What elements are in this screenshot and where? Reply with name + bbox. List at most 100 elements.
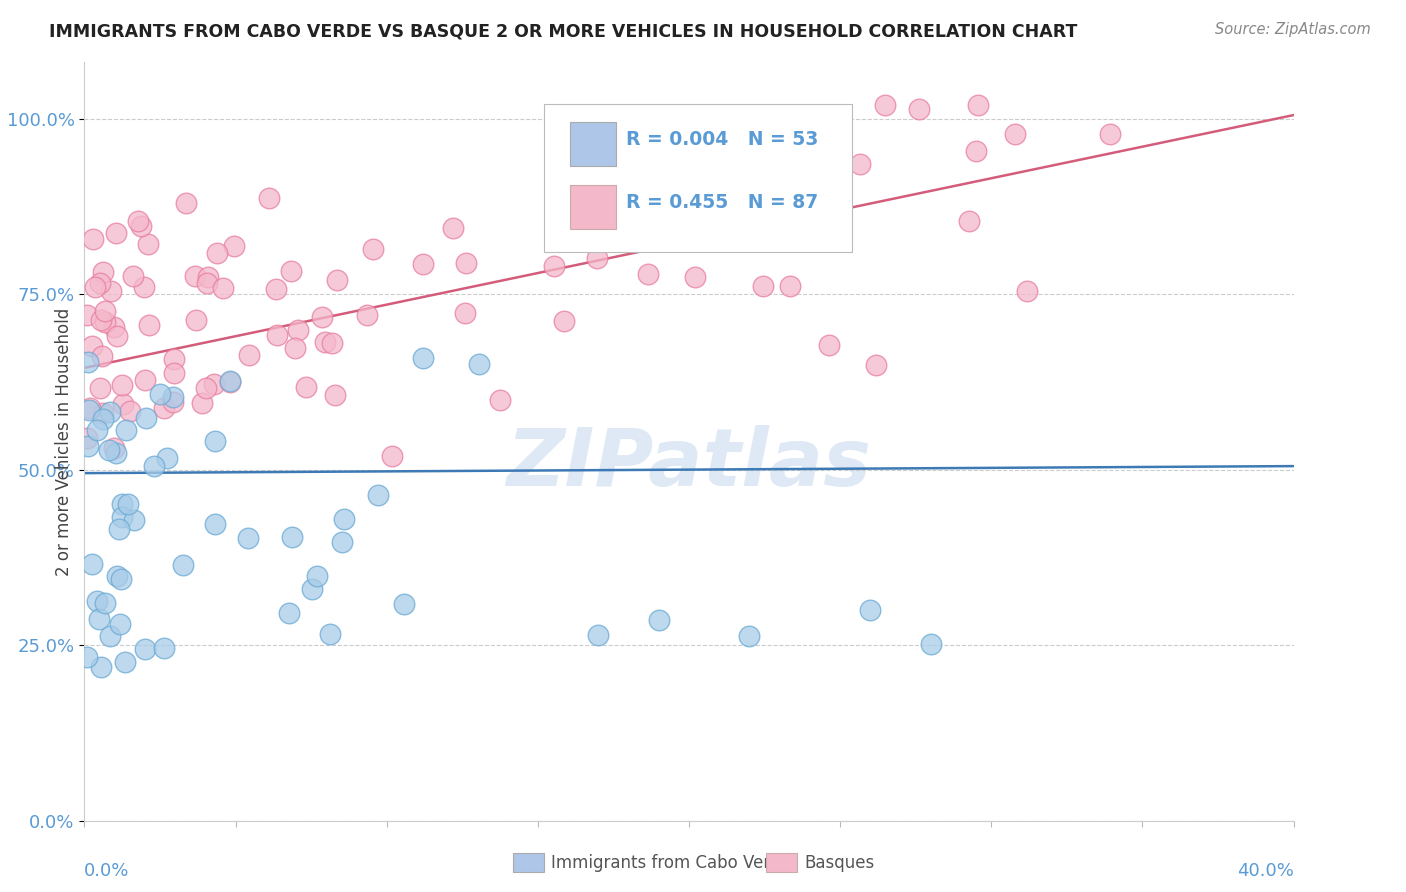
Point (110, 572, 132, 586)
Point (134, 642, 156, 657)
Point (873, 97, 896, 112)
Point (683, 270, 706, 285)
Point (617, 230, 640, 244)
Point (222, 239, 245, 253)
Point (132, 280, 155, 294)
FancyBboxPatch shape (571, 186, 616, 229)
Point (98, 443, 121, 458)
Point (311, 310, 333, 324)
Point (82, 232, 104, 246)
Point (162, 390, 184, 404)
Point (79, 401, 101, 415)
Point (468, 357, 491, 371)
Point (738, 628, 761, 642)
Point (163, 351, 186, 366)
Point (1015, 285, 1038, 299)
Point (98, 629, 121, 643)
Point (172, 558, 194, 573)
Point (294, 380, 316, 394)
Point (103, 442, 125, 456)
Point (779, 279, 801, 293)
Point (277, 606, 299, 620)
Point (136, 237, 159, 252)
Point (588, 628, 610, 642)
Point (553, 314, 575, 328)
Point (91, 265, 114, 279)
Point (333, 512, 356, 526)
Point (219, 375, 242, 389)
Point (76, 649, 98, 664)
Point (94, 303, 117, 318)
Point (77, 355, 100, 369)
Point (105, 329, 128, 343)
Point (104, 446, 127, 460)
Point (321, 335, 343, 350)
Point (752, 278, 775, 293)
Point (129, 219, 152, 234)
Point (920, 637, 942, 651)
Y-axis label: 2 or more Vehicles in Household: 2 or more Vehicles in Household (55, 308, 73, 575)
Point (330, 534, 353, 549)
Point (184, 268, 207, 283)
Point (90, 313, 112, 327)
Point (89, 276, 111, 290)
Point (152, 401, 174, 415)
Point (134, 373, 156, 387)
Point (266, 328, 288, 343)
Point (138, 318, 160, 332)
Text: Source: ZipAtlas.com: Source: ZipAtlas.com (1215, 22, 1371, 37)
Point (412, 351, 434, 366)
Point (111, 377, 134, 392)
Point (86, 594, 108, 608)
Point (100, 285, 122, 299)
Point (111, 497, 134, 511)
Point (257, 191, 280, 205)
Point (623, 213, 645, 227)
Point (94, 315, 117, 329)
Point (195, 276, 218, 290)
Point (367, 487, 389, 501)
Point (90, 349, 112, 363)
Text: R = 0.455   N = 87: R = 0.455 N = 87 (626, 194, 818, 212)
Point (586, 251, 609, 265)
Point (197, 269, 219, 284)
Point (280, 263, 302, 277)
Point (637, 267, 659, 281)
Point (127, 214, 149, 228)
Point (104, 226, 127, 240)
Point (281, 529, 304, 543)
Point (162, 395, 184, 409)
Point (361, 242, 384, 256)
Point (219, 374, 242, 388)
Point (87, 612, 110, 626)
Point (83, 279, 105, 293)
Point (91, 406, 114, 420)
Point (301, 582, 323, 597)
Point (153, 640, 176, 655)
Point (965, 144, 987, 158)
Point (82, 339, 104, 353)
Point (114, 656, 136, 670)
Point (156, 451, 179, 466)
Point (441, 220, 464, 235)
Point (204, 517, 226, 532)
Point (648, 613, 671, 627)
Point (149, 387, 172, 401)
Point (966, 97, 988, 112)
Point (1099, 127, 1122, 141)
Point (287, 323, 309, 337)
Point (100, 405, 122, 419)
Point (454, 256, 477, 270)
Point (86, 424, 108, 438)
Point (865, 358, 887, 372)
Point (264, 282, 287, 296)
Point (77, 439, 100, 453)
Point (76, 308, 98, 322)
Point (143, 459, 166, 474)
Point (89, 381, 111, 395)
Point (108, 617, 131, 632)
Point (319, 627, 342, 641)
Point (111, 509, 134, 524)
Point (773, 164, 796, 178)
Point (117, 497, 139, 511)
